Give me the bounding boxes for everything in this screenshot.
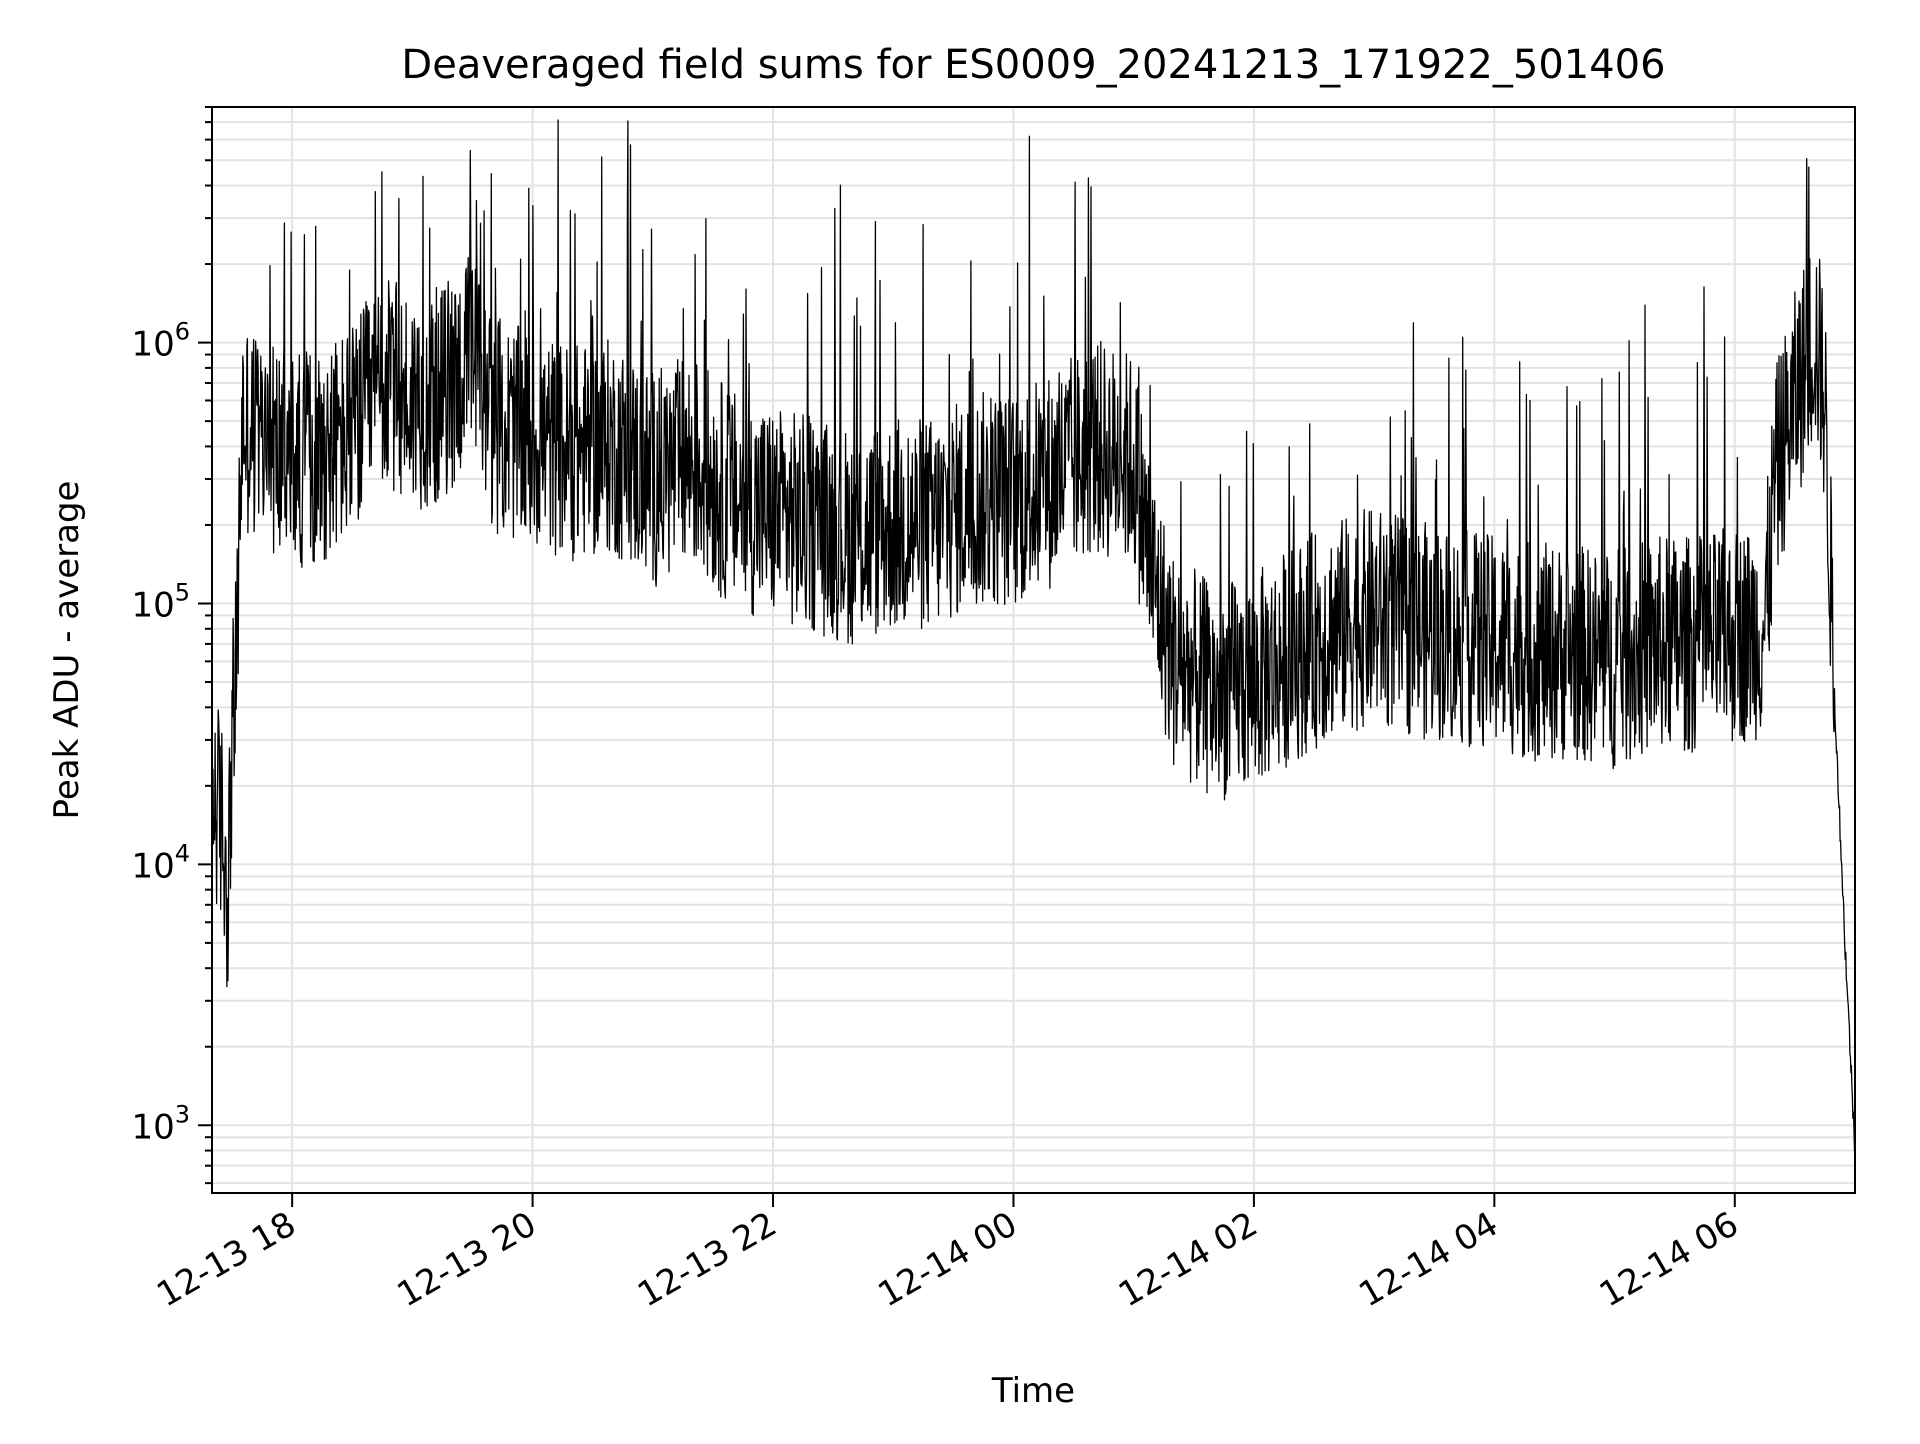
y-tick-label-text: 105 xyxy=(131,578,190,625)
series-layer xyxy=(211,119,1856,1159)
y-axis-label: Peak ADU - average xyxy=(47,481,87,820)
x-axis-label: Time xyxy=(991,1371,1075,1411)
plot-frame xyxy=(211,106,1856,1194)
y-tick-label: 105 xyxy=(131,578,190,625)
y-tick-label: 106 xyxy=(131,318,190,365)
chart-title: Deaveraged field sums for ES0009_2024121… xyxy=(401,42,1665,88)
y-tick-label-text: 103 xyxy=(131,1100,190,1147)
y-tick-label-text: 106 xyxy=(131,318,190,365)
y-tick-label-text: 104 xyxy=(131,839,190,886)
series-line xyxy=(211,119,1856,1159)
y-tick-label: 104 xyxy=(131,839,190,886)
y-tick-label: 103 xyxy=(131,1100,190,1147)
